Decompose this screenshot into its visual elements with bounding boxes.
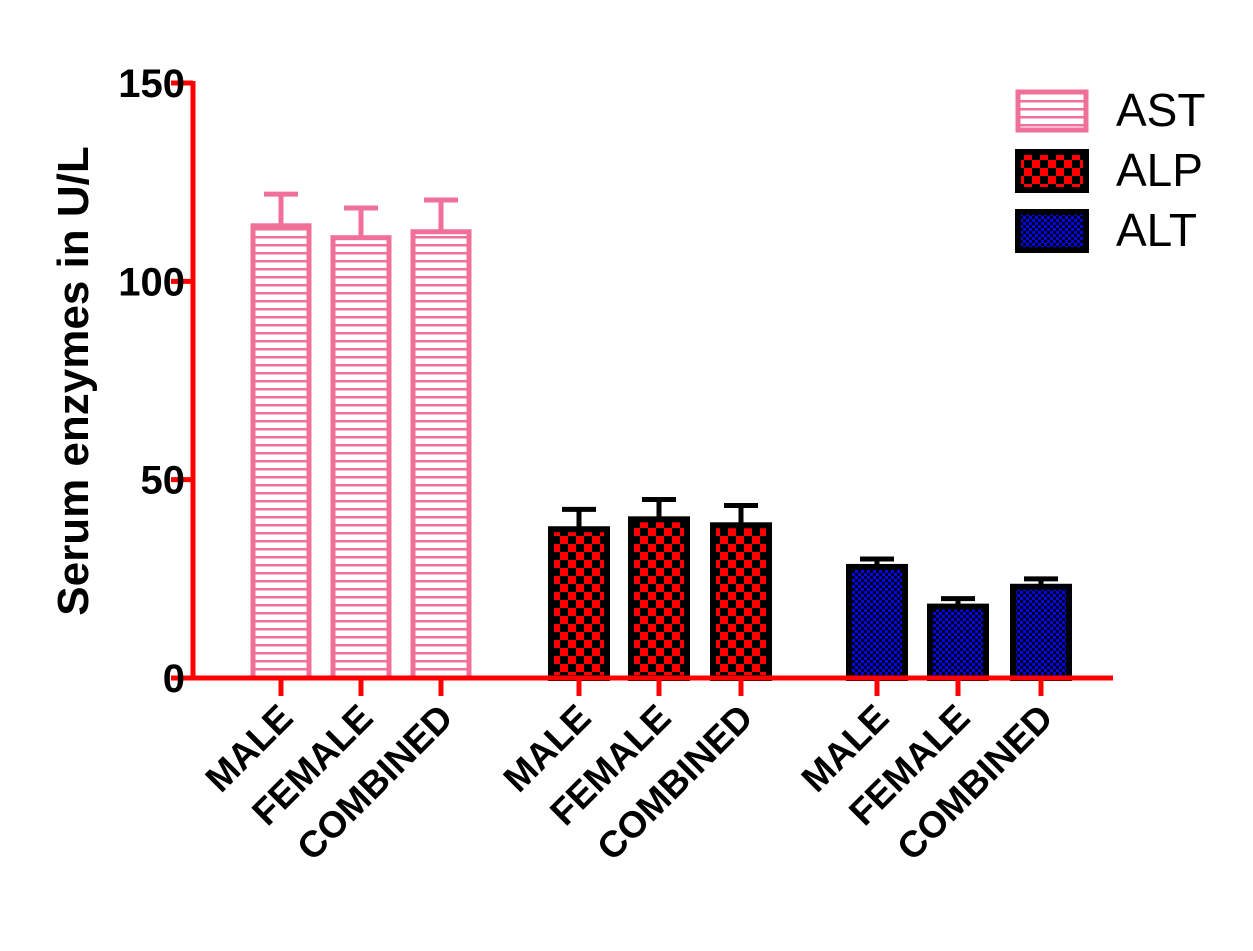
y-axis-label: Serum enzymes in U/L <box>49 146 98 615</box>
bars-layer <box>250 191 1072 682</box>
legend-label-alp: ALP <box>1116 144 1203 196</box>
y-tick-label-0: 0 <box>163 657 185 701</box>
legend-swatch-alp <box>1015 149 1089 193</box>
legend: AST ALP ALT <box>1015 84 1205 256</box>
legend-swatch-alt <box>1015 209 1089 253</box>
bar-alp-male <box>548 526 610 681</box>
bar-alt-female <box>927 603 989 681</box>
bar-alt-combined <box>1010 583 1072 681</box>
legend-label-alt: ALT <box>1116 204 1197 256</box>
legend-swatch-ast <box>1015 89 1089 133</box>
bar-alp-female <box>628 516 690 681</box>
legend-label-ast: AST <box>1116 84 1205 136</box>
bar-alp-combined <box>710 522 772 681</box>
bar-ast-combined <box>410 229 472 681</box>
bar-ast-female <box>330 235 392 681</box>
bar-alt-male <box>846 563 908 682</box>
bar-ast-male <box>250 223 312 681</box>
y-tick-label-50: 50 <box>141 459 186 503</box>
y-tick-label-100: 100 <box>118 260 185 304</box>
y-tick-label-150: 150 <box>118 62 185 106</box>
